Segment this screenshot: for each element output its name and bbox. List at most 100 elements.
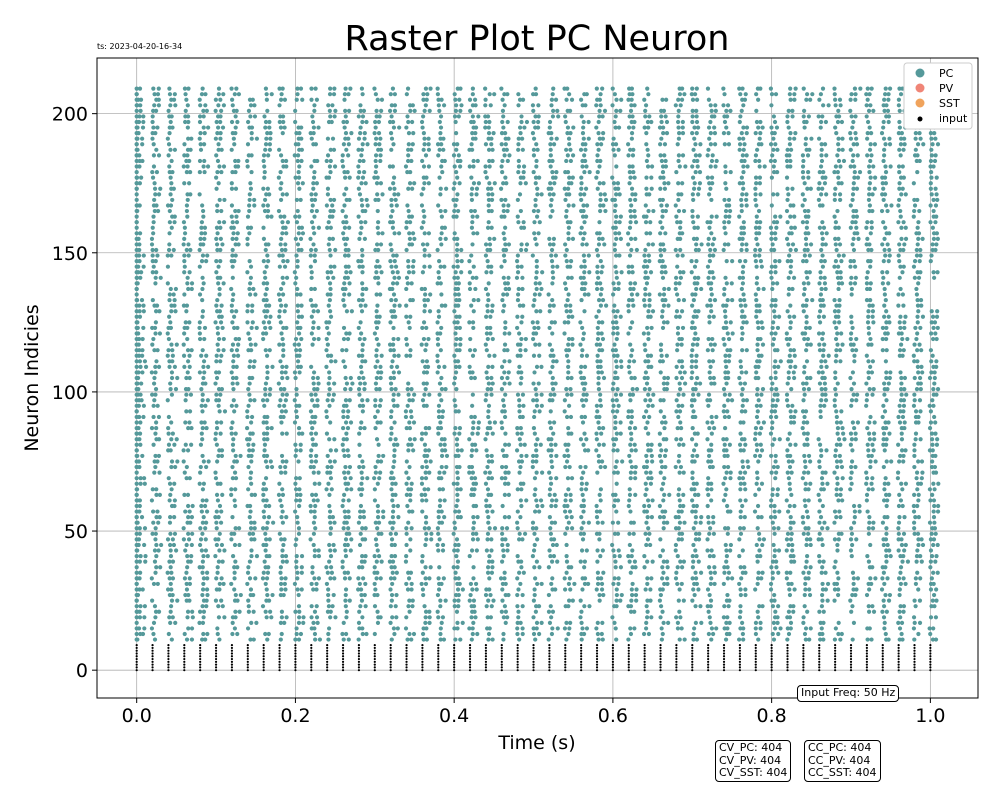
pc-spike-dot [420, 570, 425, 575]
pc-spike-dot [326, 637, 331, 642]
input-spike-dot [199, 644, 202, 647]
pc-spike-dot [662, 453, 668, 459]
pc-spike-dot [410, 598, 415, 603]
pc-spike-dot [600, 548, 605, 553]
pc-spike-dot [806, 526, 811, 531]
pc-spike-dot [867, 437, 872, 442]
pc-spike-dot [806, 570, 811, 575]
pc-spike-dot [283, 470, 288, 475]
pc-spike-dot [523, 348, 528, 353]
pc-spike-dot [409, 581, 414, 587]
pc-spike-dot [838, 442, 843, 447]
pc-spike-dot [675, 425, 680, 431]
pc-spike-dot [407, 420, 412, 425]
pc-spike-dot [503, 620, 508, 625]
pc-spike-dot [395, 503, 401, 509]
pc-spike-dot [186, 531, 191, 536]
pc-spike-dot [647, 531, 652, 536]
pc-spike-dot [475, 431, 480, 436]
pc-spike-dot [620, 459, 625, 464]
pc-spike-dot [690, 320, 695, 325]
pc-spike-dot [188, 392, 194, 397]
pc-spike-dot [188, 559, 193, 564]
pc-spike-dot [658, 470, 663, 475]
pc-spike-dot [595, 286, 600, 292]
pc-spike-dot [807, 587, 812, 592]
input-spike-dot [865, 649, 868, 652]
pc-spike-dot [393, 531, 399, 536]
pc-spike-dot [311, 620, 316, 625]
input-spike-dot [230, 669, 234, 672]
pc-spike-dot [898, 370, 903, 375]
pc-spike-dot [375, 459, 380, 464]
pc-spike-dot [722, 286, 727, 292]
pc-spike-dot [803, 587, 808, 592]
pc-spike-dot [247, 448, 252, 453]
pc-spike-dot [340, 631, 345, 637]
pc-spike-dot [741, 292, 746, 297]
pc-spike-dot [566, 364, 571, 369]
pc-spike-dot [644, 615, 650, 620]
pc-spike-dot [838, 420, 843, 425]
input-spike-dot [246, 660, 249, 663]
pc-spike-dot [501, 631, 506, 637]
pc-spike-dot [263, 531, 268, 536]
pc-spike-dot [821, 348, 826, 353]
pc-spike-dot [424, 325, 429, 331]
pc-spike-dot [915, 303, 921, 308]
pc-spike-dot [599, 576, 604, 581]
pc-spike-dot [349, 487, 354, 492]
pc-spike-dot [327, 370, 332, 375]
pc-spike-dot [826, 353, 831, 358]
pc-spike-dot [562, 281, 568, 286]
pc-spike-dot [396, 353, 401, 358]
pc-spike-dot [392, 420, 397, 425]
pc-spike-dot [484, 331, 490, 336]
pc-spike-dot [566, 320, 571, 325]
pc-spike-dot [159, 542, 164, 548]
pc-spike-dot [267, 392, 272, 397]
pc-spike-dot [563, 303, 569, 308]
pc-spike-dot [568, 620, 573, 625]
pc-spike-dot [931, 570, 936, 575]
input-spike-dot [151, 649, 154, 652]
pc-spike-dot [327, 559, 332, 564]
pc-spike-dot [817, 348, 823, 353]
pc-spike-dot [236, 336, 242, 342]
pc-spike-dot [185, 370, 190, 375]
pc-spike-dot [836, 537, 841, 542]
pc-spike-dot [344, 348, 349, 353]
pc-spike-dot [820, 631, 825, 637]
pc-spike-dot [804, 359, 810, 364]
pc-spike-dot [343, 387, 348, 392]
pc-spike-dot [677, 281, 682, 286]
pc-spike-dot [419, 342, 424, 347]
input-spike-dot [881, 657, 884, 661]
pc-spike-dot [346, 470, 351, 475]
pc-spike-dot [569, 431, 574, 436]
pc-spike-dot [885, 498, 890, 503]
pc-spike-dot [499, 387, 505, 392]
pc-spike-dot [423, 387, 428, 392]
pc-spike-dot [185, 448, 191, 453]
pc-spike-dot [866, 531, 871, 536]
pc-spike-dot [739, 325, 745, 331]
pc-spike-dot [316, 336, 321, 342]
pc-spike-dot [531, 381, 536, 386]
pc-spike-dot [709, 459, 714, 464]
pc-spike-dot [343, 375, 348, 381]
pc-spike-dot [282, 403, 287, 408]
pc-spike-dot [234, 348, 240, 353]
pc-spike-dot [821, 353, 826, 358]
pc-spike-dot [265, 364, 270, 369]
pc-spike-dot [880, 576, 885, 581]
pc-spike-dot [897, 403, 902, 408]
pc-spike-dot [328, 309, 333, 314]
input-spike-dot [262, 646, 265, 650]
pc-spike-dot [929, 309, 934, 314]
pc-spike-dot [915, 503, 920, 509]
pc-spike-dot [568, 414, 574, 420]
pc-spike-dot [151, 442, 156, 447]
pc-spike-dot [534, 309, 539, 314]
pc-spike-dot [341, 325, 347, 331]
